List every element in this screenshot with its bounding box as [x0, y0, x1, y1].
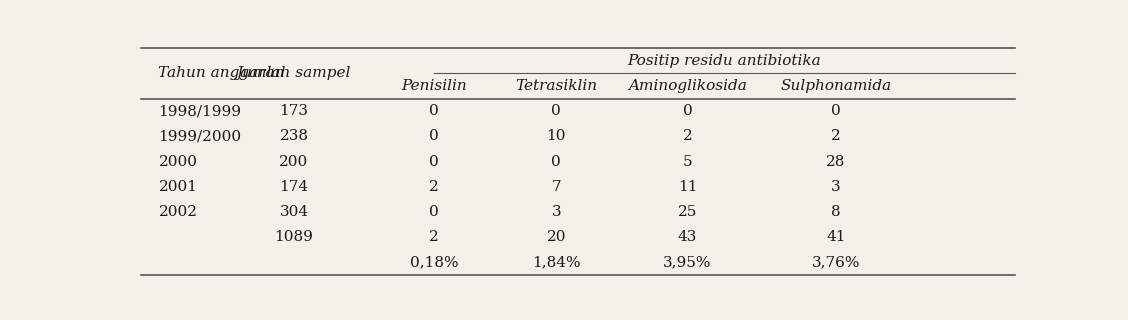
- Text: Aminoglikosida: Aminoglikosida: [628, 79, 747, 93]
- Text: 8: 8: [831, 205, 840, 219]
- Text: 2: 2: [429, 180, 439, 194]
- Text: Penisilin: Penisilin: [400, 79, 467, 93]
- Text: 2: 2: [682, 129, 693, 143]
- Text: 43: 43: [678, 230, 697, 244]
- Text: 41: 41: [826, 230, 846, 244]
- Text: 304: 304: [280, 205, 309, 219]
- Text: 1998/1999: 1998/1999: [158, 104, 241, 118]
- Text: 0: 0: [429, 129, 439, 143]
- Text: 25: 25: [678, 205, 697, 219]
- Text: 0: 0: [429, 205, 439, 219]
- Text: 0: 0: [831, 104, 840, 118]
- Text: 0,18%: 0,18%: [409, 255, 458, 269]
- Text: 3: 3: [552, 205, 561, 219]
- Text: 0: 0: [552, 104, 561, 118]
- Text: 7: 7: [552, 180, 561, 194]
- Text: Tahun anggaran: Tahun anggaran: [158, 67, 285, 80]
- Text: 3,95%: 3,95%: [663, 255, 712, 269]
- Text: 1089: 1089: [274, 230, 314, 244]
- Text: 3,76%: 3,76%: [812, 255, 861, 269]
- Text: 0: 0: [429, 104, 439, 118]
- Text: 3: 3: [831, 180, 840, 194]
- Text: 1,84%: 1,84%: [532, 255, 581, 269]
- Text: 2001: 2001: [158, 180, 197, 194]
- Text: 0: 0: [682, 104, 693, 118]
- Text: Positip residu antibiotika: Positip residu antibiotika: [627, 54, 821, 68]
- Text: 174: 174: [280, 180, 309, 194]
- Text: 10: 10: [546, 129, 566, 143]
- Text: 0: 0: [552, 155, 561, 169]
- Text: 11: 11: [678, 180, 697, 194]
- Text: 2: 2: [429, 230, 439, 244]
- Text: Sulphonamida: Sulphonamida: [781, 79, 891, 93]
- Text: 28: 28: [827, 155, 846, 169]
- Text: 200: 200: [280, 155, 309, 169]
- Text: 1999/2000: 1999/2000: [158, 129, 241, 143]
- Text: 173: 173: [280, 104, 308, 118]
- Text: Tetrasiklin: Tetrasiklin: [515, 79, 598, 93]
- Text: 5: 5: [682, 155, 693, 169]
- Text: 2002: 2002: [158, 205, 197, 219]
- Text: Jumlah sampel: Jumlah sampel: [237, 67, 351, 80]
- Text: 0: 0: [429, 155, 439, 169]
- Text: 238: 238: [280, 129, 308, 143]
- Text: 20: 20: [546, 230, 566, 244]
- Text: 2: 2: [831, 129, 840, 143]
- Text: 2000: 2000: [158, 155, 197, 169]
